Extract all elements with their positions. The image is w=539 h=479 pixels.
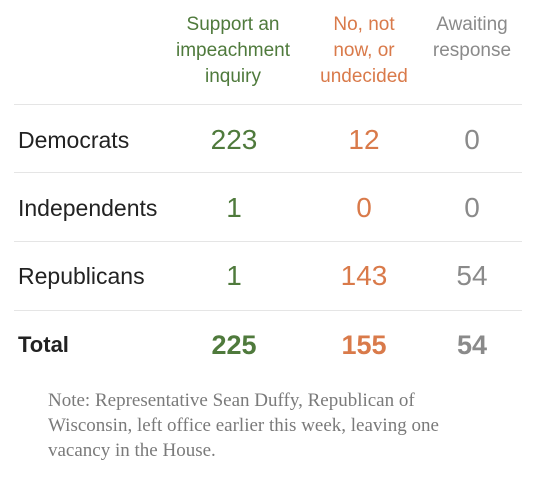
row-label: Republicans [18,263,145,289]
footnote: Note: Representative Sean Duffy, Republi… [48,390,439,461]
divider [14,104,522,105]
divider [14,241,522,242]
cell-support: 223 [210,124,258,155]
cell-no: 0 [356,192,372,223]
table-row-democrats: Democrats 223 12 0 [0,106,539,174]
divider [14,310,522,311]
cell-awaiting: 0 [464,124,480,155]
column-header-support: Support an impeachment inquiry [175,14,291,87]
table-row-total: Total 225 155 54 [0,311,539,379]
cell-awaiting: 0 [464,192,480,223]
row-label-total: Total [18,332,69,357]
cell-no: 143 [340,260,388,291]
cell-support-total: 225 [211,330,257,360]
cell-no: 12 [348,124,380,155]
table-row-republicans: Republicans 1 143 54 [0,242,539,310]
row-label: Independents [18,195,158,221]
table-row-independents: Independents 1 0 0 [0,174,539,242]
column-header-no-not-now-undecided: No, not now, or undecided [320,14,408,87]
column-header-awaiting-response: Awaiting response [432,14,512,61]
cell-support: 1 [226,192,242,223]
cell-support: 1 [226,260,242,291]
cell-no-total: 155 [341,330,387,360]
row-label: Democrats [18,127,130,153]
divider [14,172,522,173]
table-header: Support an impeachment inquiry No, not n… [0,12,539,92]
cell-awaiting: 54 [456,260,488,291]
cell-awaiting-total: 54 [456,330,488,360]
